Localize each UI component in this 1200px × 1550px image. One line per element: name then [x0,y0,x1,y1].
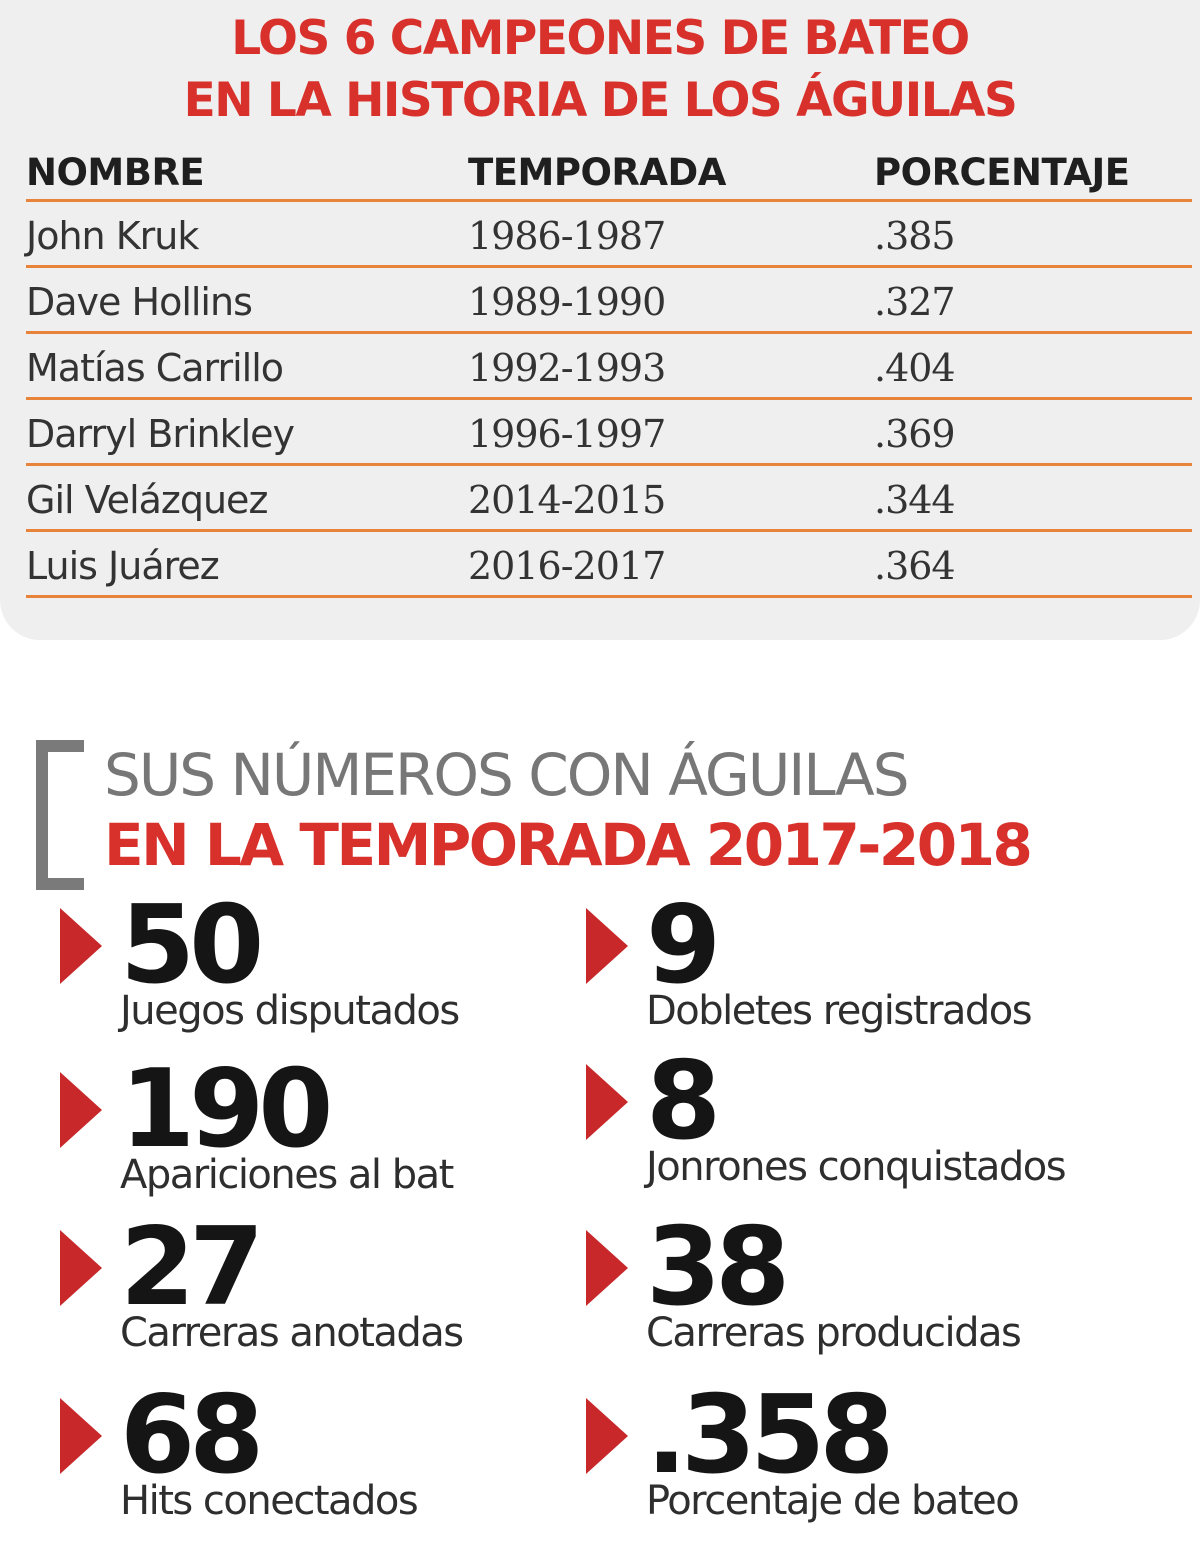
panel-title-line-1: LOS 6 CAMPEONES DE BATEO [231,11,970,66]
triangle-marker-icon [60,908,102,984]
stat-item: 38 Carreras producidas [586,1208,1126,1382]
triangle-marker-icon [586,908,628,984]
stat-label: Juegos disputados [120,988,460,1034]
stat-label: Jonrones conquistados [646,1144,1067,1190]
cell-name: Darryl Brinkley [26,411,295,456]
stat-item: .358 Porcentaje de bateo [586,1376,1126,1550]
stat-item: 8 Jonrones conquistados [586,1042,1126,1216]
stat-label: Hits conectados [120,1478,419,1524]
stat-item: 27 Carreras anotadas [60,1208,600,1382]
table-row: Darryl Brinkley 1996-1997 .369 [26,400,1192,466]
panel-title-line-2: EN LA HISTORIA DE LOS ÁGUILAS [183,73,1018,128]
cell-name: John Kruk [26,213,199,258]
cell-season: 2016-2017 [468,543,666,588]
cell-season: 1989-1990 [468,279,666,324]
cell-percentage: .344 [874,477,956,522]
cell-percentage: .404 [874,345,956,390]
header-name: NOMBRE [26,151,205,194]
stat-label: Carreras anotadas [120,1310,464,1356]
stat-label: Dobletes registrados [646,988,1033,1034]
stat-value: 9 [646,883,721,1008]
table-row: Luis Juárez 2016-2017 .364 [26,532,1192,598]
bracket-decoration [36,740,84,890]
stat-value: .358 [646,1373,894,1498]
stat-item: 9 Dobletes registrados [586,886,1126,1060]
stat-label: Apariciones al bat [120,1152,454,1198]
table-row: Matías Carrillo 1992-1993 .404 [26,334,1192,400]
cell-name: Matías Carrillo [26,345,284,390]
triangle-marker-icon [586,1064,628,1140]
triangle-marker-icon [60,1230,102,1306]
batting-champions-panel: LOS 6 CAMPEONES DE BATEO EN LA HISTORIA … [0,0,1200,640]
table-header-row: NOMBRE TEMPORADA PORCENTAJE [26,140,1192,202]
champions-table: NOMBRE TEMPORADA PORCENTAJE John Kruk 19… [26,140,1192,598]
cell-season: 1986-1987 [468,213,666,258]
triangle-marker-icon [60,1072,102,1148]
cell-name: Luis Juárez [26,543,220,588]
stat-value: 27 [120,1205,264,1330]
cell-percentage: .369 [874,411,956,456]
triangle-marker-icon [60,1398,102,1474]
cell-season: 1992-1993 [468,345,666,390]
stat-value: 38 [646,1205,790,1330]
cell-name: Gil Velázquez [26,477,268,522]
cell-season: 2014-2015 [468,477,666,522]
cell-season: 1996-1997 [468,411,666,456]
stat-item: 190 Apariciones al bat [60,1050,600,1224]
triangle-marker-icon [586,1398,628,1474]
stat-value: 50 [120,883,264,1008]
table-row: Gil Velázquez 2014-2015 .344 [26,466,1192,532]
triangle-marker-icon [586,1230,628,1306]
stat-value: 68 [120,1373,264,1498]
stats-title-line-1: SUS NÚMEROS CON ÁGUILAS [104,741,910,809]
cell-name: Dave Hollins [26,279,253,324]
stat-label: Porcentaje de bateo [646,1478,1020,1524]
stats-title-line-2: EN LA TEMPORADA 2017-2018 [104,811,1033,879]
table-row: Dave Hollins 1989-1990 .327 [26,268,1192,334]
header-percentage: PORCENTAJE [874,151,1130,194]
cell-percentage: .327 [874,279,956,324]
stat-item: 50 Juegos disputados [60,886,600,1060]
cell-percentage: .385 [874,213,956,258]
stat-item: 68 Hits conectados [60,1376,600,1550]
panel-title: LOS 6 CAMPEONES DE BATEO EN LA HISTORIA … [0,8,1200,132]
table-row: John Kruk 1986-1987 .385 [26,202,1192,268]
header-season: TEMPORADA [468,151,726,194]
cell-percentage: .364 [874,543,956,588]
stat-value: 190 [120,1047,333,1172]
stat-label: Carreras producidas [646,1310,1022,1356]
stat-value: 8 [646,1039,721,1164]
